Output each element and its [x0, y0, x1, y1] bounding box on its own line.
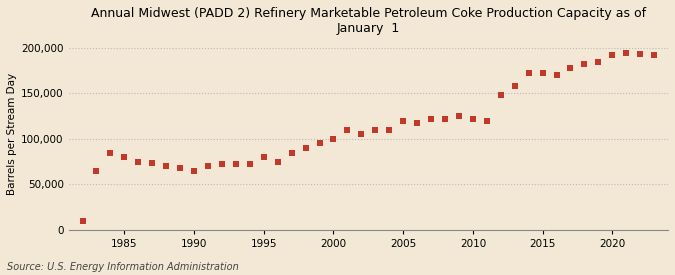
Point — [523, 71, 534, 76]
Point — [384, 128, 395, 132]
Point — [77, 219, 88, 223]
Title: Annual Midwest (PADD 2) Refinery Marketable Petroleum Coke Production Capacity a: Annual Midwest (PADD 2) Refinery Marketa… — [90, 7, 646, 35]
Point — [147, 161, 158, 166]
Point — [300, 146, 311, 150]
Point — [370, 128, 381, 132]
Point — [565, 66, 576, 70]
Point — [259, 155, 269, 159]
Point — [244, 162, 255, 167]
Point — [510, 84, 520, 88]
Point — [495, 93, 506, 97]
Point — [91, 169, 102, 173]
Point — [272, 160, 283, 164]
Point — [202, 164, 213, 168]
Point — [328, 137, 339, 141]
Point — [412, 120, 423, 125]
Point — [133, 160, 144, 164]
Point — [314, 141, 325, 146]
Point — [593, 59, 603, 64]
Point — [161, 164, 171, 168]
Point — [621, 50, 632, 55]
Point — [356, 132, 367, 136]
Point — [579, 62, 590, 67]
Point — [426, 117, 437, 121]
Point — [481, 119, 492, 123]
Text: Source: U.S. Energy Information Administration: Source: U.S. Energy Information Administ… — [7, 262, 238, 272]
Point — [105, 150, 116, 155]
Point — [468, 117, 479, 121]
Point — [439, 117, 450, 121]
Point — [342, 128, 353, 132]
Point — [537, 71, 548, 76]
Point — [398, 119, 408, 123]
Point — [217, 162, 227, 167]
Point — [286, 150, 297, 155]
Y-axis label: Barrels per Stream Day: Barrels per Stream Day — [7, 73, 17, 196]
Point — [454, 114, 464, 118]
Point — [189, 169, 200, 173]
Point — [634, 52, 645, 57]
Point — [551, 73, 562, 78]
Point — [230, 162, 241, 167]
Point — [607, 53, 618, 57]
Point — [119, 155, 130, 159]
Point — [175, 166, 186, 170]
Point — [649, 53, 659, 57]
